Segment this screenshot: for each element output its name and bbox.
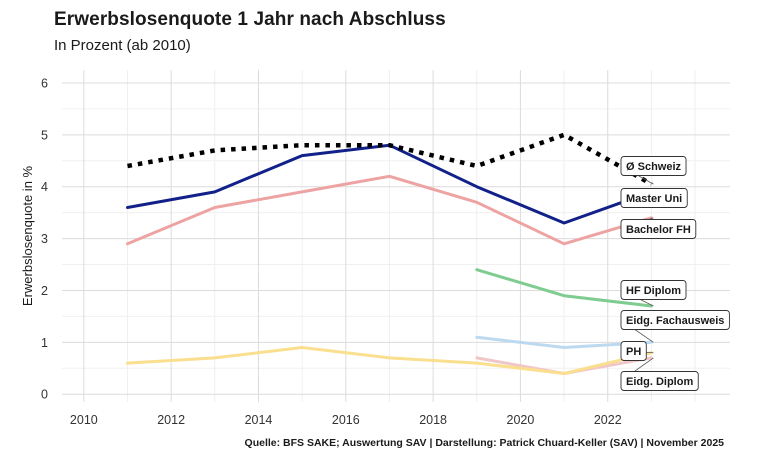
y-tick-label: 4 (41, 180, 48, 194)
series-label-text: Master Uni (626, 193, 682, 205)
chart-title: Erwerbslosenquote 1 Jahr nach Abschluss (54, 9, 446, 30)
series-label-ph: PH (620, 341, 647, 361)
series-label-hf-diplom: HF Diplom (620, 280, 687, 300)
series-label-text: Bachelor FH (626, 224, 691, 236)
series-line-hf-diplom (475, 268, 653, 308)
y-tick-label: 1 (41, 336, 48, 350)
x-axis-ticks: 2010 2012 2014 2016 2018 2020 2022 (70, 413, 622, 427)
x-tick-label: 2010 (70, 413, 98, 427)
y-tick-label: 2 (41, 284, 48, 298)
x-tick-label: 2020 (507, 413, 535, 427)
series-label-box (620, 219, 697, 239)
series-label-box (620, 341, 647, 361)
chart-subtitle: In Prozent (ab 2010) (54, 37, 191, 54)
y-tick-label: 6 (41, 76, 48, 90)
series-label-box (620, 188, 688, 208)
series-labels: Ø Schweiz Master Uni Bachelor FH HF Diplom E… (620, 156, 730, 391)
plot-background (62, 70, 730, 402)
series-label-text: Ø Schweiz (626, 161, 682, 173)
series-line-ph (126, 346, 653, 375)
y-axis-ticks: 0 1 2 3 4 5 6 (41, 76, 48, 401)
series-line-schweiz (127, 132, 653, 187)
series-label-eidg-fachausweis: Eidg. Fachausweis (620, 310, 730, 330)
y-tick-label: 0 (41, 388, 48, 402)
x-tick-label: 2014 (245, 413, 273, 427)
series-lines (126, 132, 653, 375)
y-tick-label: 5 (41, 128, 48, 142)
y-tick-label: 3 (41, 232, 48, 246)
x-tick-label: 2016 (332, 413, 360, 427)
series-label-text: Eidg. Diplom (626, 376, 693, 388)
series-line-bachelor-fh (126, 174, 653, 246)
series-label-master-uni: Master Uni (620, 188, 688, 208)
series-label-schweiz: Ø Schweiz (620, 156, 687, 176)
series-label-bachelor-fh: Bachelor FH (620, 219, 697, 239)
series-label-text: Eidg. Fachausweis (626, 315, 724, 327)
x-tick-label: 2018 (419, 413, 447, 427)
series-label-text: HF Diplom (626, 285, 681, 297)
series-label-eidg-diplom: Eidg. Diplom (620, 371, 699, 391)
series-label-text: PH (626, 346, 641, 358)
series-label-box (620, 280, 687, 300)
y-axis-title: Erwerbslosenquote in % (20, 165, 35, 306)
series-label-box (620, 156, 687, 176)
source-note: Quelle: BFS SAKE; Auswertung SAV | Darst… (244, 437, 724, 449)
x-tick-label: 2022 (594, 413, 622, 427)
series-label-box (620, 310, 730, 330)
series-label-box (620, 371, 699, 391)
x-tick-label: 2012 (157, 413, 185, 427)
